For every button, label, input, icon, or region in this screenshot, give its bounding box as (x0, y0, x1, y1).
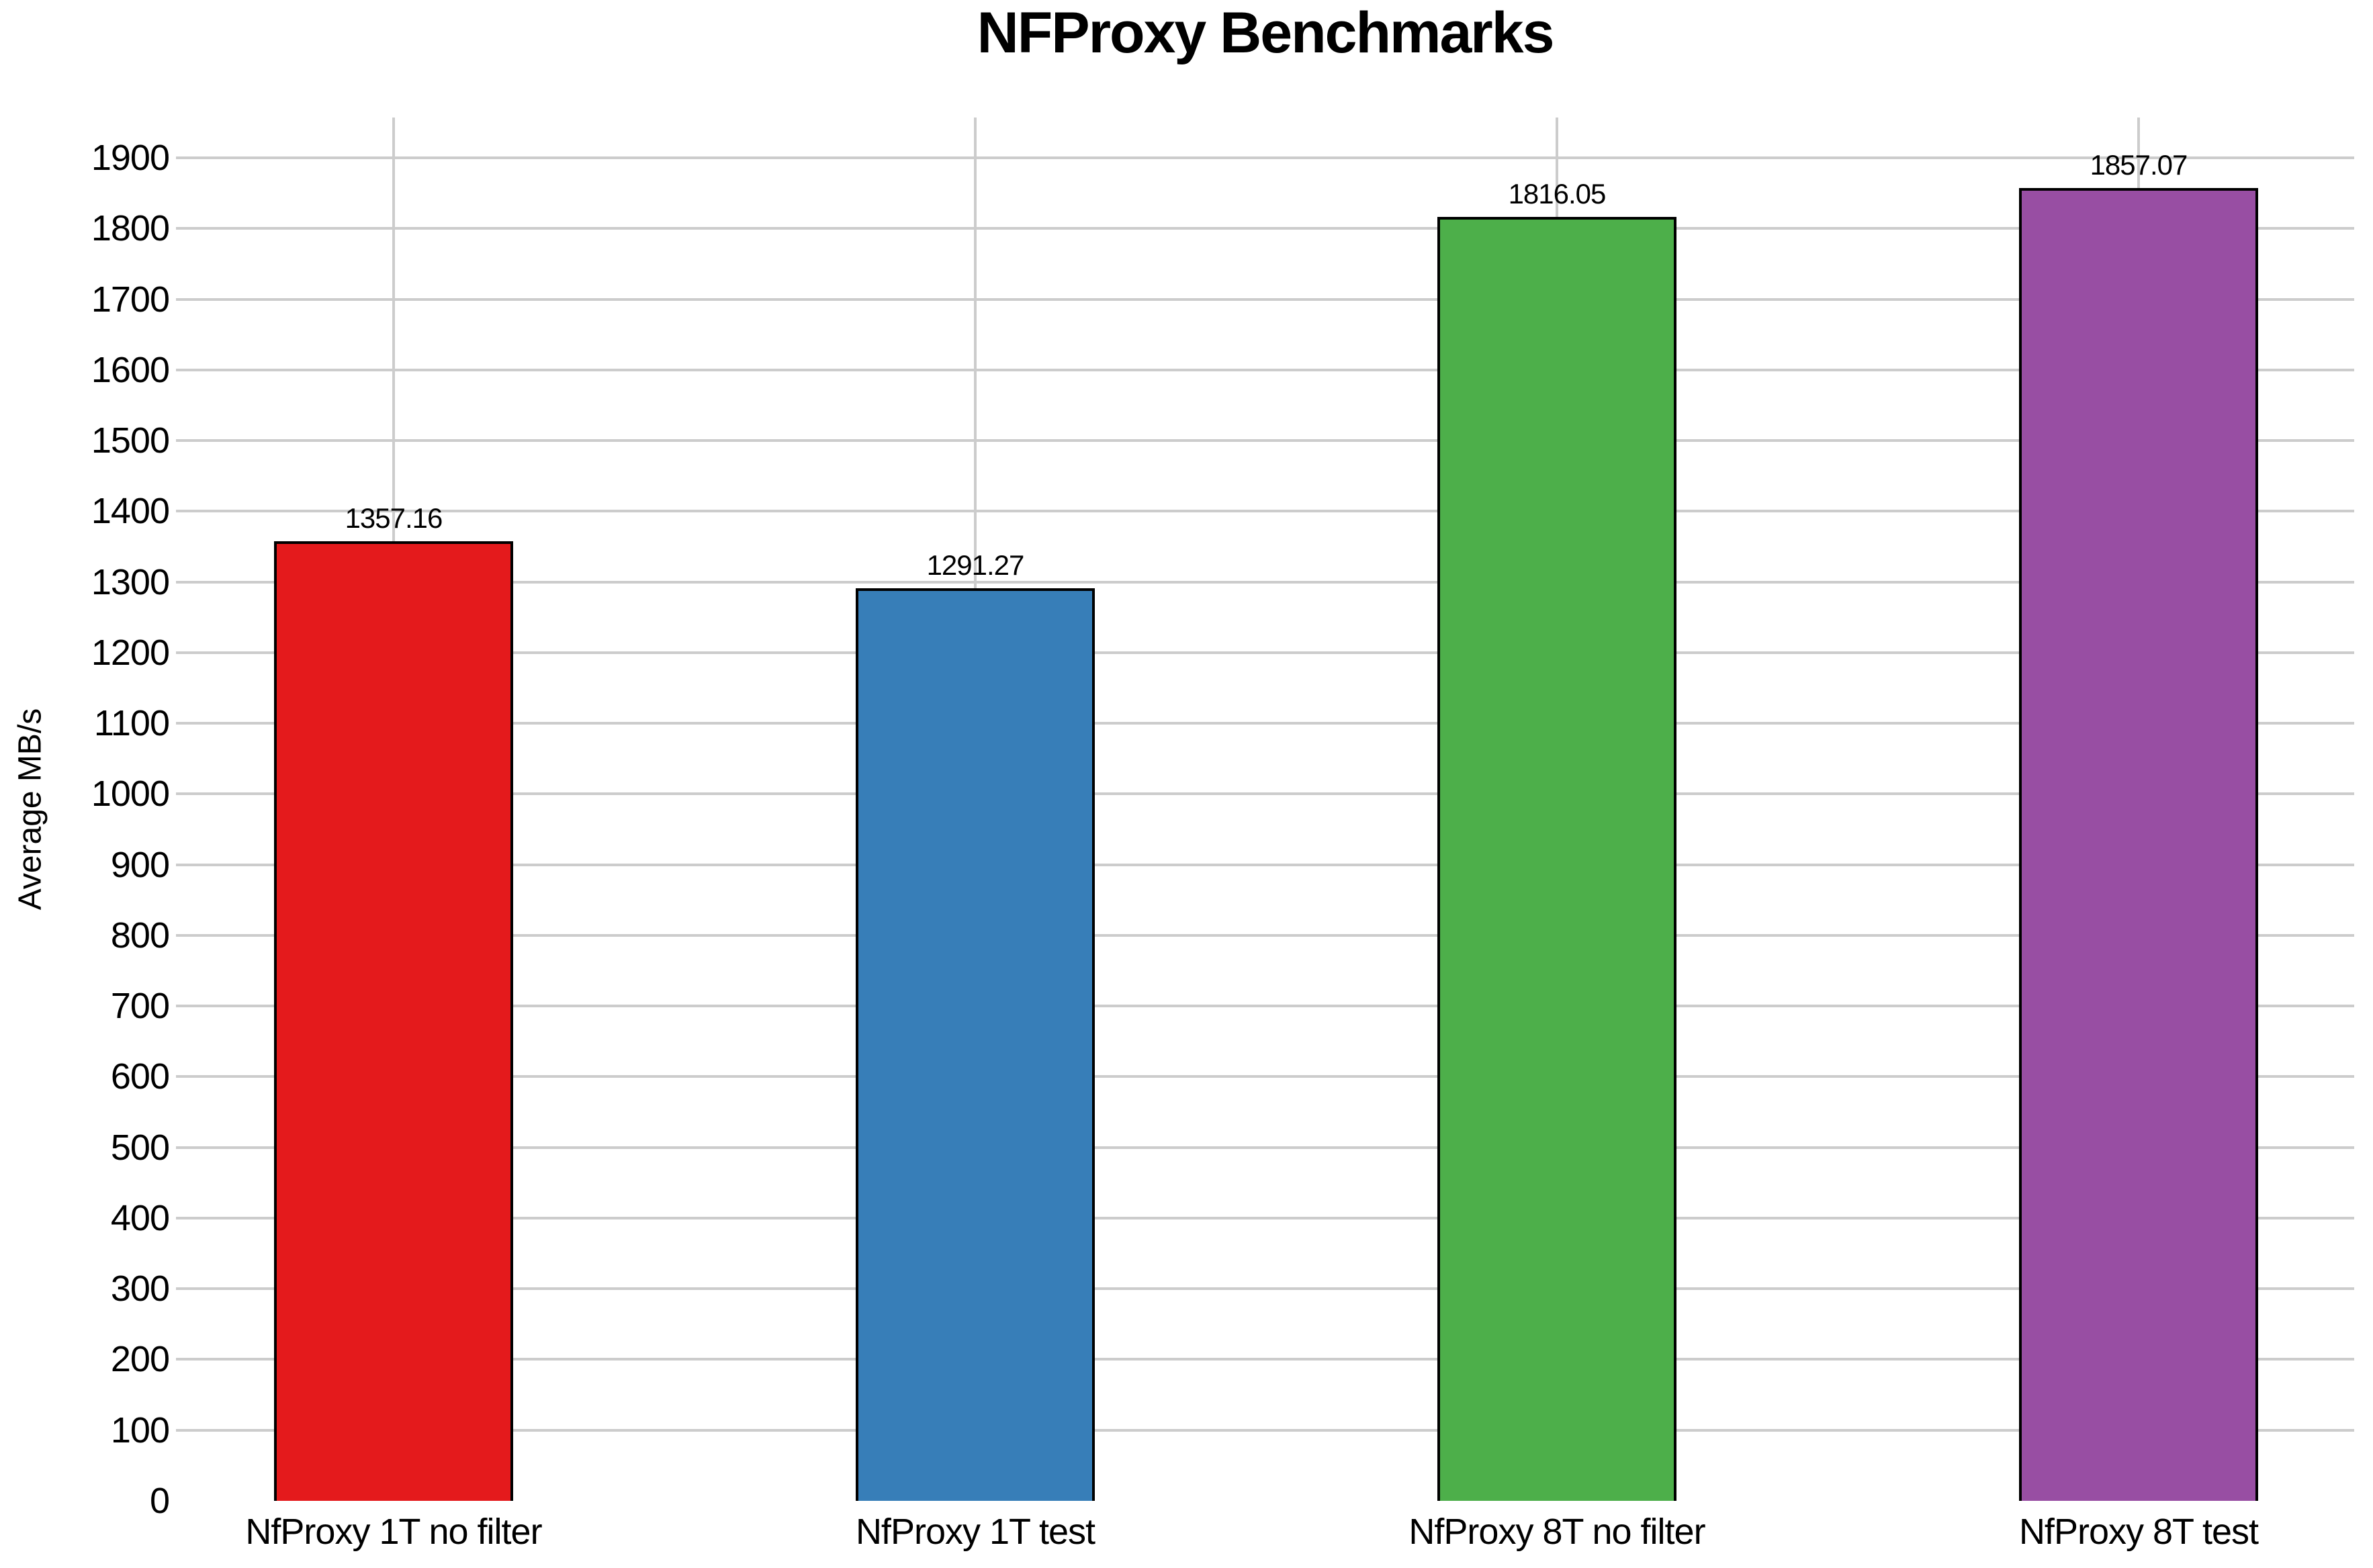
horizontal-gridline (176, 863, 2354, 866)
y-tick-label: 1500 (91, 420, 170, 461)
horizontal-gridline (176, 1428, 2354, 1432)
plot-area: 1357.16 1291.27 1816.05 1857.07 (176, 118, 2354, 1501)
y-tick-label: 600 (110, 1056, 170, 1097)
horizontal-gridline (176, 722, 2354, 725)
y-tick-label: 0 (149, 1481, 170, 1521)
x-tick-label: NfProxy 8T no filter (1408, 1512, 1705, 1552)
bar (274, 541, 513, 1501)
y-tick-label: 400 (110, 1197, 170, 1238)
horizontal-gridline (176, 156, 2354, 159)
horizontal-gridline (176, 1216, 2354, 1219)
y-tick-label: 1600 (91, 349, 170, 390)
x-tick-label: NfProxy 8T test (2018, 1512, 2259, 1552)
bar-value-label: 1291.27 (926, 549, 1025, 581)
y-tick-label: 300 (110, 1269, 170, 1309)
horizontal-gridline (176, 510, 2354, 513)
y-tick-label: 1900 (91, 138, 170, 178)
y-tick-label: 1800 (91, 208, 170, 249)
horizontal-gridline (176, 1075, 2354, 1078)
y-tick-label: 1200 (91, 632, 170, 673)
y-tick-label: 1000 (91, 774, 170, 815)
horizontal-gridline (176, 439, 2354, 443)
horizontal-gridline (176, 297, 2354, 301)
horizontal-gridline (176, 1005, 2354, 1008)
horizontal-gridline (176, 580, 2354, 584)
bar (1437, 217, 1676, 1501)
bar (2019, 188, 2258, 1501)
y-tick-label: 1700 (91, 279, 170, 320)
bar-value-label: 1357.16 (345, 502, 443, 535)
y-tick-label: 1300 (91, 561, 170, 602)
y-tick-label: 500 (110, 1127, 170, 1168)
horizontal-gridline (176, 1358, 2354, 1361)
y-tick-label: 1400 (91, 491, 170, 532)
bar-value-label: 1857.07 (2090, 149, 2188, 181)
horizontal-gridline (176, 651, 2354, 654)
horizontal-gridline (176, 1287, 2354, 1291)
horizontal-gridline (176, 368, 2354, 371)
y-axis-tick-labels: 0 100 200 300 400 500 600 700 800 900 1000 1100 1200… (0, 0, 170, 1568)
x-tick-label: NfProxy 1T test (855, 1512, 1095, 1552)
horizontal-gridline (176, 933, 2354, 937)
bar-value-label: 1816.05 (1508, 178, 1607, 210)
y-tick-label: 200 (110, 1339, 170, 1380)
bar (856, 588, 1095, 1501)
y-tick-label: 100 (110, 1410, 170, 1450)
y-tick-label: 900 (110, 844, 170, 885)
y-tick-label: 1100 (93, 703, 170, 744)
x-tick-label: NfProxy 1T no filter (245, 1512, 542, 1552)
horizontal-gridline (176, 792, 2354, 796)
y-tick-label: 700 (110, 986, 170, 1027)
horizontal-gridline (176, 1146, 2354, 1149)
horizontal-gridline (176, 227, 2354, 230)
y-tick-label: 800 (110, 915, 170, 956)
chart-title: NFProxy Benchmarks (977, 1, 1555, 65)
